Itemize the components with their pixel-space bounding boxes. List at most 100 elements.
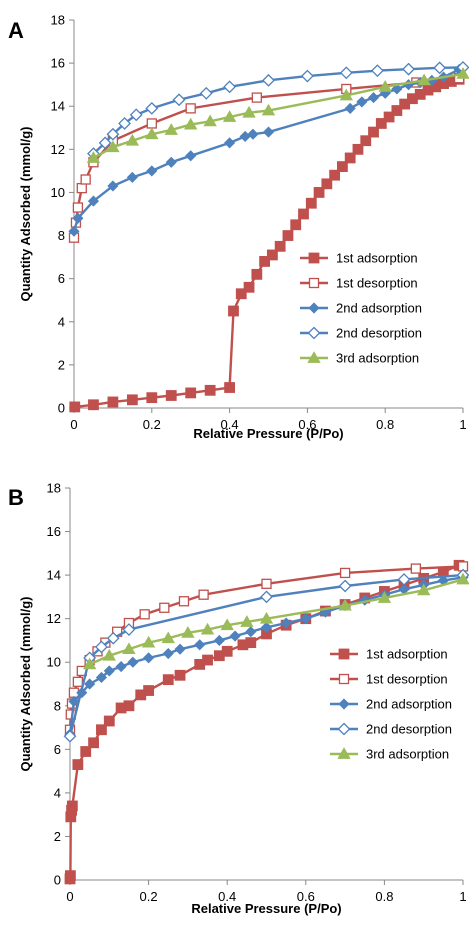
data-point bbox=[126, 171, 138, 183]
data-point bbox=[115, 661, 127, 673]
data-point bbox=[159, 602, 170, 613]
data-point bbox=[251, 268, 263, 280]
data-point bbox=[274, 240, 286, 252]
data-point bbox=[397, 573, 411, 586]
legend-entry: 2nd desorption bbox=[330, 722, 452, 737]
data-point bbox=[66, 800, 78, 812]
data-point bbox=[107, 180, 119, 192]
chart-panel-b: 0 2 4 6 8 10 12 14 16 18 0 0.2 0.4 0.6 0.8 1 Relative Pr… bbox=[18, 481, 469, 916]
x-tick-label: 0.6 bbox=[298, 417, 316, 432]
y-tick-label: 16 bbox=[47, 524, 61, 539]
data-point bbox=[125, 133, 140, 146]
data-point bbox=[456, 67, 469, 79]
data-point bbox=[185, 150, 197, 162]
data-point bbox=[162, 647, 174, 660]
series-3rd-adsorption bbox=[86, 67, 469, 163]
data-point bbox=[72, 759, 84, 770]
series-2nd-adsorption bbox=[64, 571, 469, 740]
data-point bbox=[261, 578, 272, 589]
data-point bbox=[344, 102, 356, 114]
data-point bbox=[337, 161, 348, 172]
y-tick-label: 0 bbox=[58, 401, 65, 416]
data-point bbox=[417, 583, 431, 596]
x-tick-label: 0.6 bbox=[297, 889, 315, 904]
y-tick-label: 16 bbox=[51, 56, 65, 71]
legend-marker bbox=[338, 673, 350, 685]
data-point bbox=[221, 645, 233, 657]
data-point bbox=[82, 657, 97, 670]
data-point bbox=[262, 73, 275, 87]
legend-marker bbox=[308, 252, 320, 264]
data-point bbox=[146, 118, 157, 129]
data-point bbox=[122, 623, 136, 636]
data-point bbox=[259, 611, 274, 624]
legend-entry: 1st adsorption bbox=[300, 251, 418, 266]
data-point bbox=[280, 617, 292, 629]
y-tick-label: 8 bbox=[58, 228, 65, 243]
legend-entry: 1st desorption bbox=[330, 672, 448, 687]
data-point bbox=[368, 126, 379, 138]
legend-marker bbox=[337, 722, 351, 736]
data-point bbox=[72, 676, 84, 687]
data-point bbox=[146, 165, 158, 177]
data-point bbox=[245, 637, 257, 649]
data-point bbox=[145, 127, 159, 140]
x-tick-label: 0.4 bbox=[218, 889, 236, 904]
data-point bbox=[260, 621, 273, 633]
data-point bbox=[194, 639, 206, 651]
data-point bbox=[106, 127, 120, 141]
legend-marker bbox=[337, 747, 351, 759]
data-point bbox=[245, 626, 257, 638]
data-point bbox=[146, 392, 158, 404]
data-point bbox=[86, 151, 101, 163]
x-tick-label: 1 bbox=[459, 417, 466, 432]
data-point bbox=[64, 870, 76, 882]
data-point bbox=[174, 669, 186, 681]
data-point bbox=[360, 135, 372, 147]
data-point bbox=[185, 387, 197, 399]
data-point bbox=[300, 69, 314, 83]
data-point bbox=[383, 111, 395, 123]
y-tick-label: 12 bbox=[47, 611, 61, 626]
legend-entry: 3rd adsorption bbox=[330, 747, 449, 762]
x-tick-label: 0.2 bbox=[143, 417, 161, 432]
data-point bbox=[222, 110, 237, 122]
x-axis-title: Relative Pressure (P/Po) bbox=[191, 901, 341, 916]
y-tick-label: 18 bbox=[47, 481, 61, 496]
data-point bbox=[329, 169, 341, 181]
data-point bbox=[290, 219, 302, 231]
y-tick-label: 4 bbox=[54, 785, 61, 800]
data-point bbox=[162, 674, 174, 686]
legend-entry: 2nd adsorption bbox=[300, 301, 422, 316]
legend-entry: 2nd desorption bbox=[300, 326, 422, 341]
data-point bbox=[352, 143, 364, 155]
data-point bbox=[185, 103, 196, 114]
data-point bbox=[213, 634, 225, 647]
data-point bbox=[338, 579, 352, 593]
series-3rd-adsorption bbox=[82, 572, 469, 670]
data-point bbox=[456, 572, 469, 585]
data-point bbox=[165, 390, 177, 401]
data-point bbox=[184, 117, 198, 130]
data-point bbox=[107, 396, 119, 408]
x-tick-label: 1 bbox=[459, 889, 466, 904]
legend-label: 3rd adsorption bbox=[366, 747, 449, 762]
series-line bbox=[89, 578, 464, 666]
legend-entry: 1st desorption bbox=[300, 276, 418, 291]
legend-label: 2nd adsorption bbox=[336, 301, 422, 316]
x-tick-label: 0.2 bbox=[140, 889, 158, 904]
data-point bbox=[80, 174, 91, 185]
legend-marker bbox=[307, 326, 321, 340]
data-point bbox=[96, 724, 107, 736]
data-point bbox=[127, 656, 139, 668]
data-point bbox=[259, 256, 271, 267]
x-axis-title: Relative Pressure (P/Po) bbox=[193, 426, 343, 441]
data-point bbox=[98, 136, 112, 150]
data-point bbox=[69, 401, 81, 413]
data-point bbox=[410, 563, 421, 574]
data-point bbox=[103, 665, 115, 677]
legend-label: 2nd desorption bbox=[366, 722, 452, 737]
data-point bbox=[204, 384, 216, 396]
data-point bbox=[63, 729, 77, 743]
data-point bbox=[103, 715, 115, 727]
